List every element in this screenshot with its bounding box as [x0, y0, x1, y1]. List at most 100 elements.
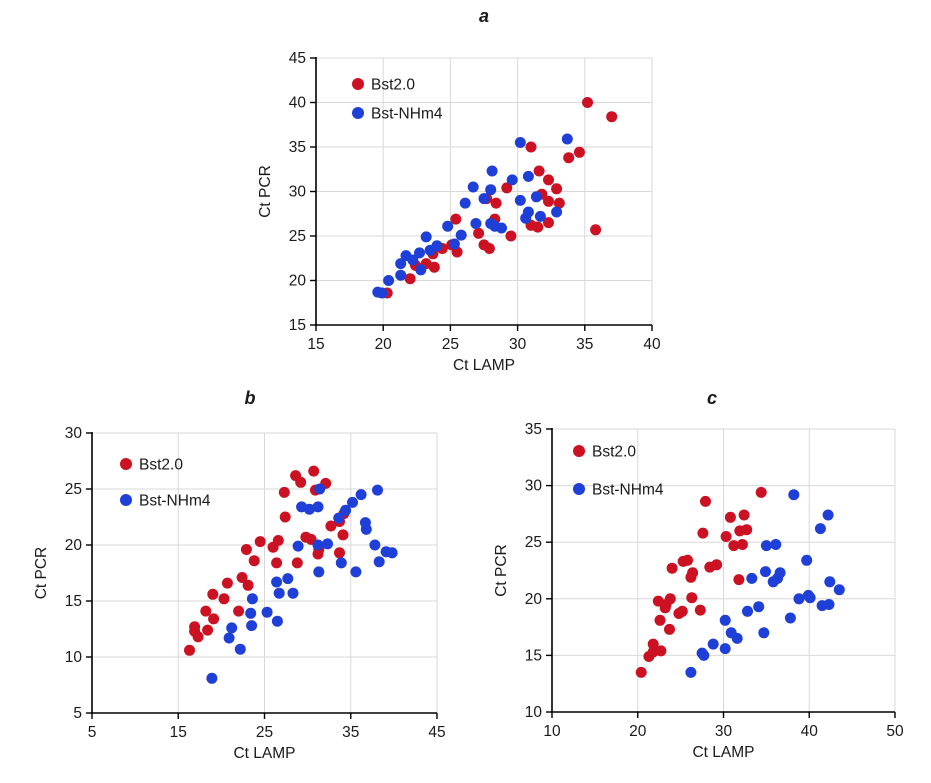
- legend-label: Bst-NHm4: [592, 482, 664, 499]
- data-point: [506, 174, 518, 186]
- data-point: [483, 243, 495, 254]
- data-point: [543, 217, 554, 229]
- data-point: [770, 539, 782, 550]
- chart-b-title: b: [244, 388, 256, 408]
- data-point: [563, 152, 575, 164]
- data-point: [272, 535, 284, 546]
- data-point: [532, 221, 544, 233]
- y-tick-label: 30: [289, 184, 307, 201]
- data-point: [184, 644, 195, 656]
- x-tick-label: 15: [170, 724, 187, 741]
- data-point: [325, 520, 337, 532]
- data-point: [291, 557, 303, 569]
- x-tick-label: 20: [375, 336, 393, 353]
- data-point: [273, 587, 285, 599]
- data-point: [666, 562, 678, 574]
- data-point: [420, 231, 432, 243]
- legend-label: Bst2.0: [139, 457, 183, 474]
- data-point: [686, 592, 698, 604]
- data-point: [731, 632, 743, 644]
- data-point: [334, 547, 345, 559]
- y-tick-label: 15: [65, 593, 82, 610]
- data-point: [347, 496, 358, 508]
- data-point: [312, 539, 324, 551]
- data-point: [254, 536, 266, 548]
- data-point: [514, 194, 526, 206]
- legend-dot-icon: [573, 445, 585, 457]
- data-point: [395, 269, 407, 281]
- data-point: [822, 509, 834, 521]
- data-point: [295, 476, 307, 488]
- data-point: [530, 191, 542, 203]
- legend-label: Bst-NHm4: [139, 493, 211, 510]
- data-point: [404, 273, 416, 285]
- data-point: [312, 548, 324, 560]
- chart-c-title: c: [706, 388, 718, 408]
- y-tick-label: 15: [525, 647, 542, 664]
- data-point: [647, 638, 659, 650]
- data-point: [407, 254, 419, 266]
- data-point: [719, 643, 731, 655]
- data-point: [698, 649, 710, 661]
- data-point: [733, 574, 745, 586]
- data-point: [760, 566, 771, 578]
- x-tick-label: 35: [576, 336, 593, 353]
- y-tick-label: 30: [65, 425, 83, 442]
- data-point: [553, 197, 565, 209]
- y-tick-label: 45: [289, 50, 306, 67]
- legend-dot-icon: [352, 78, 364, 90]
- data-point: [314, 483, 326, 495]
- data-point: [206, 672, 218, 684]
- data-point: [543, 174, 554, 186]
- data-point: [760, 540, 772, 552]
- data-point: [450, 213, 462, 225]
- data-point: [774, 567, 786, 579]
- data-point: [501, 182, 513, 194]
- data-point: [664, 593, 676, 605]
- y-tick-label: 35: [525, 421, 542, 438]
- data-point: [261, 606, 273, 618]
- x-axis-label: Ct LAMP: [692, 744, 754, 761]
- data-point: [784, 612, 796, 624]
- data-point: [200, 605, 212, 617]
- data-point: [700, 495, 711, 507]
- data-point: [335, 557, 347, 569]
- data-point: [360, 523, 372, 535]
- data-point: [313, 566, 325, 578]
- data-point: [543, 195, 554, 207]
- data-point: [682, 554, 693, 566]
- data-point: [322, 538, 333, 550]
- data-point: [442, 220, 454, 232]
- data-point: [287, 587, 299, 599]
- x-tick-label: 5: [88, 724, 97, 741]
- data-point: [245, 607, 257, 619]
- data-point: [742, 605, 753, 617]
- data-point: [551, 183, 563, 195]
- data-point: [738, 509, 750, 521]
- data-point: [525, 141, 537, 153]
- data-point: [233, 605, 245, 617]
- y-tick-label: 35: [289, 139, 306, 156]
- x-axis-label: Ct LAMP: [233, 745, 295, 762]
- data-point: [303, 503, 315, 515]
- data-point: [520, 212, 532, 224]
- data-point: [236, 572, 248, 583]
- data-point: [292, 540, 304, 552]
- data-point: [246, 593, 258, 605]
- x-tick-label: 40: [643, 336, 661, 353]
- data-point: [459, 197, 471, 209]
- data-point: [664, 623, 675, 635]
- data-point: [350, 566, 362, 578]
- data-point: [824, 576, 836, 588]
- legend-dot-icon: [573, 483, 585, 495]
- y-tick-label: 25: [525, 534, 542, 551]
- data-point: [431, 240, 443, 252]
- legend-label: Bst2.0: [371, 77, 415, 94]
- x-tick-label: 45: [428, 724, 445, 741]
- data-point: [372, 484, 383, 496]
- x-tick-label: 25: [442, 336, 459, 353]
- data-point: [428, 261, 440, 273]
- data-point: [635, 666, 647, 678]
- data-point: [582, 97, 593, 108]
- data-point: [234, 643, 246, 655]
